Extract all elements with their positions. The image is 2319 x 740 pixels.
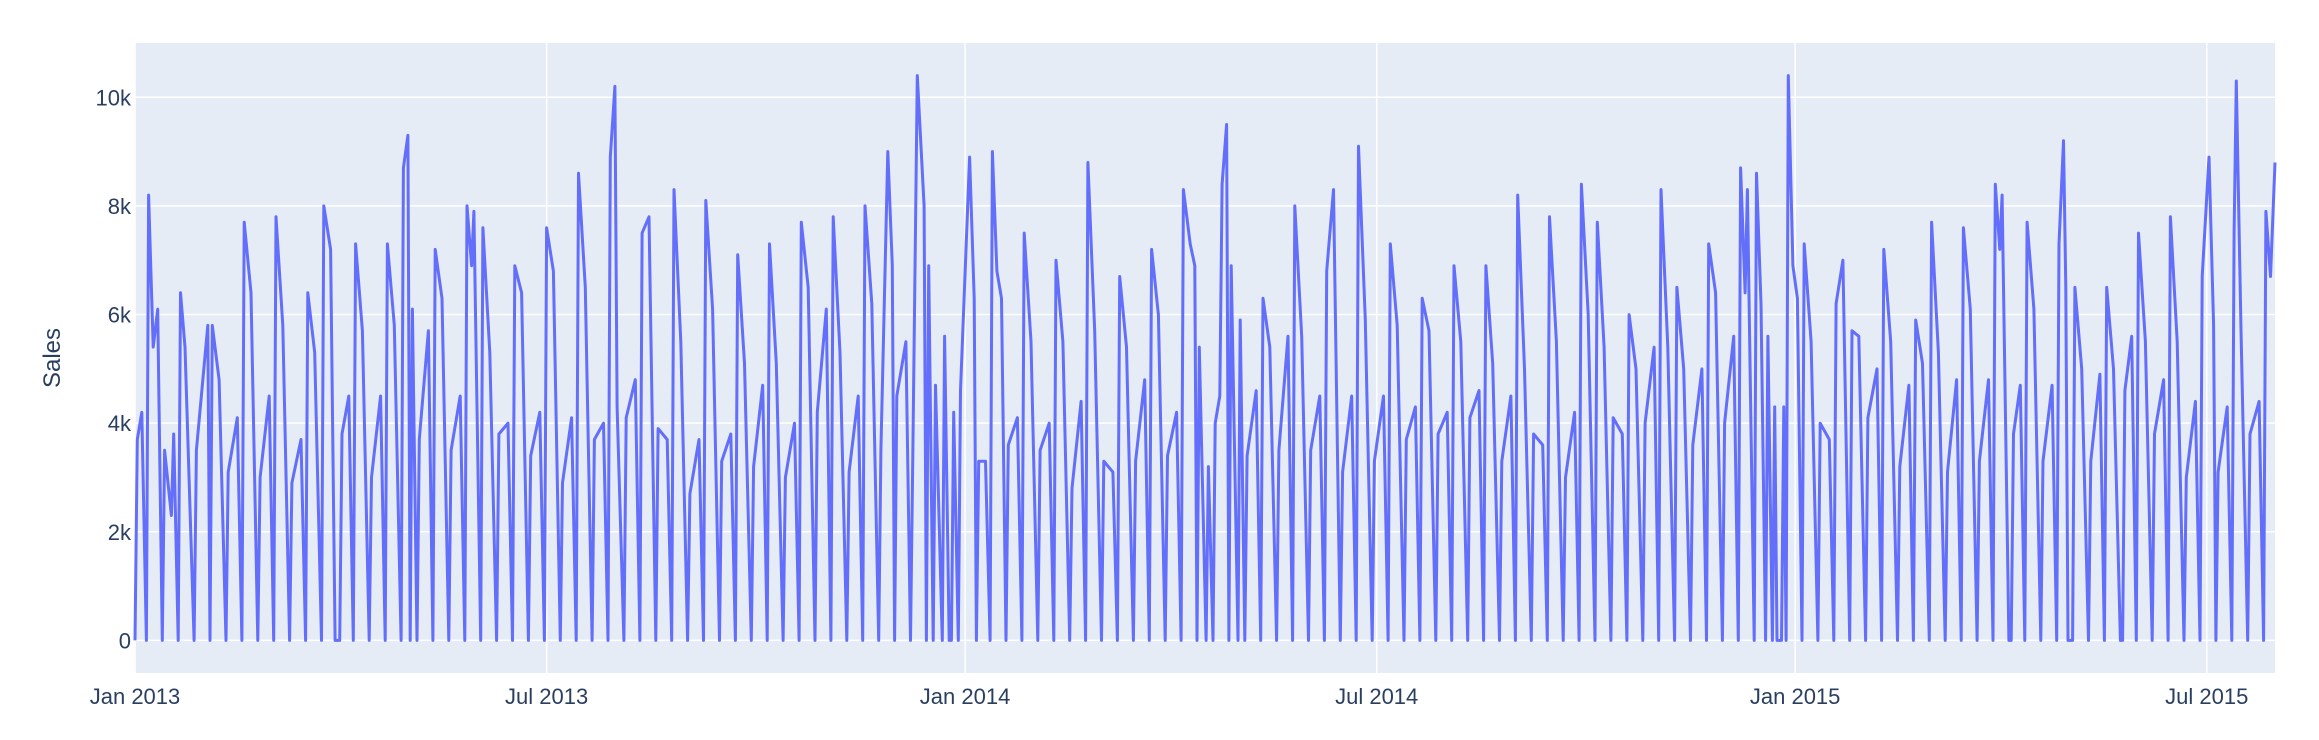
x-tick-label: Jul 2013 [505, 684, 588, 709]
y-tick-label: 8k [108, 194, 132, 219]
y-tick-label: 10k [96, 85, 132, 110]
y-tick-label: 4k [108, 411, 132, 436]
x-tick-label: Jul 2015 [2165, 684, 2248, 709]
y-tick-label: 2k [108, 520, 132, 545]
y-tick-label: 0 [119, 628, 131, 653]
y-tick-labels: 0 2k 4k 6k 8k 10k [96, 85, 132, 653]
x-tick-label: Jan 2015 [1750, 684, 1841, 709]
series-layer [133, 74, 2277, 642]
y-axis-title: Sales [39, 328, 66, 388]
x-tick-labels: Jan 2013 Jul 2013 Jan 2014 Jul 2014 Jan 2015… [90, 684, 2249, 709]
x-tick-label: Jan 2013 [90, 684, 181, 709]
x-tick-label: Jul 2014 [1335, 684, 1418, 709]
y-tick-label: 6k [108, 303, 132, 328]
x-tick-label: Jan 2014 [920, 684, 1011, 709]
sales-series-line [133, 74, 2277, 642]
